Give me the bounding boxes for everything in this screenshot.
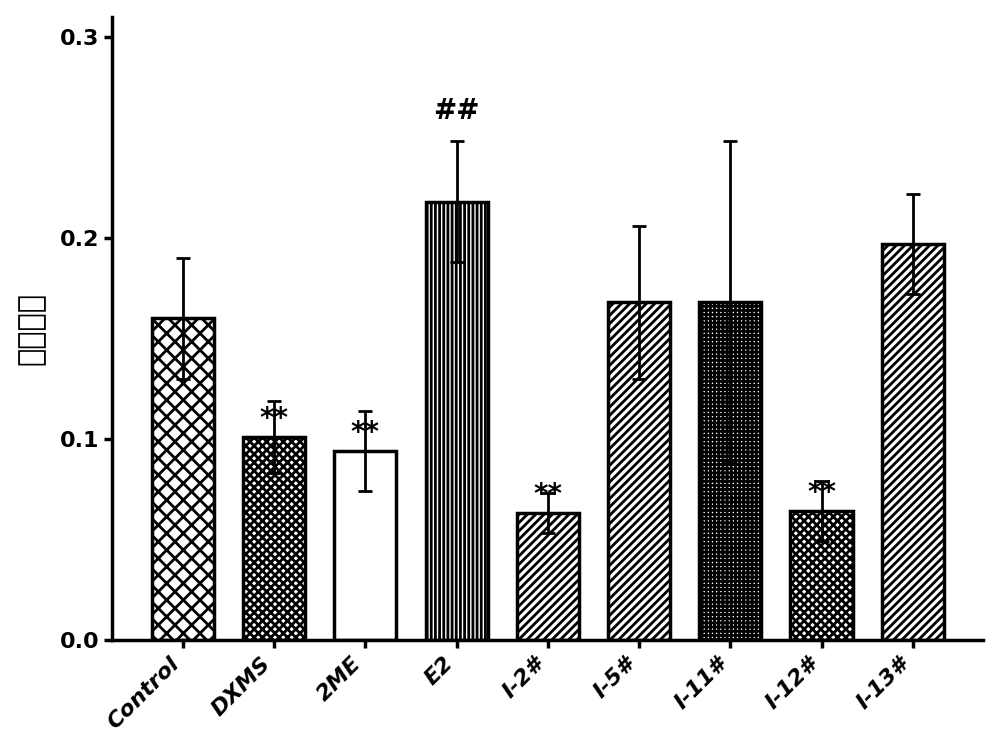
Bar: [699, 302, 761, 640]
Bar: [882, 244, 944, 640]
Text: **: **: [807, 479, 836, 507]
Bar: [426, 201, 488, 640]
Text: **: **: [260, 405, 289, 433]
Text: ##: ##: [433, 97, 480, 125]
Bar: [790, 512, 853, 640]
Y-axis label: 血管面积: 血管面积: [17, 292, 46, 365]
Bar: [152, 318, 214, 640]
Bar: [334, 451, 396, 640]
Text: **: **: [351, 419, 380, 447]
Bar: [517, 513, 579, 640]
Text: **: **: [533, 482, 562, 509]
Bar: [243, 437, 305, 640]
Bar: [608, 302, 670, 640]
